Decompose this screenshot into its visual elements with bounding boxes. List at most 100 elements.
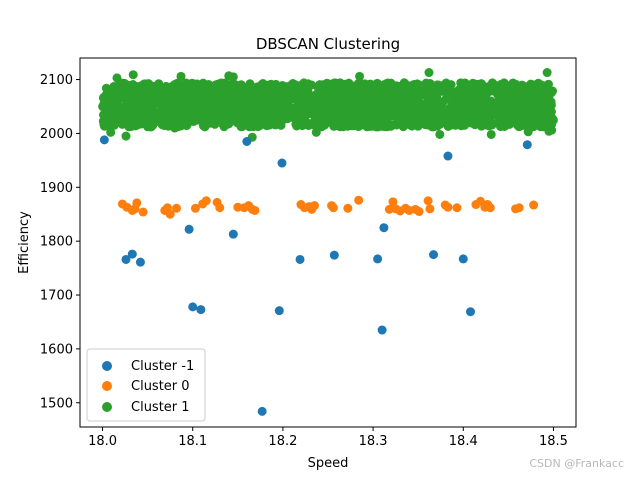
data-point-cluster-0 bbox=[250, 205, 260, 215]
data-point-cluster-1 bbox=[327, 92, 337, 102]
data-point-cluster-1 bbox=[460, 106, 470, 116]
data-point-cluster-0 bbox=[201, 196, 211, 206]
data-point-cluster-1 bbox=[148, 85, 158, 95]
data-point-cluster-0 bbox=[309, 201, 319, 211]
data-point-cluster-1 bbox=[512, 87, 522, 97]
data-point-cluster-1 bbox=[101, 83, 111, 93]
data-point-cluster-1 bbox=[159, 86, 169, 96]
data-point-cluster-1 bbox=[147, 100, 157, 110]
data-point-cluster-1 bbox=[383, 80, 393, 90]
x-tick-label: 18.1 bbox=[178, 434, 207, 449]
data-point-cluster-minus-1 bbox=[373, 254, 383, 264]
data-point-cluster-1 bbox=[382, 87, 392, 97]
data-point-cluster-1 bbox=[217, 95, 227, 105]
data-point-cluster-minus-1 bbox=[121, 254, 131, 264]
data-point-cluster-1 bbox=[143, 122, 153, 132]
data-point-cluster-1 bbox=[210, 98, 220, 108]
plot-frame bbox=[79, 57, 577, 428]
data-point-cluster-1 bbox=[392, 81, 402, 91]
data-point-cluster-1 bbox=[324, 103, 334, 113]
data-point-cluster-1 bbox=[420, 90, 430, 100]
legend-marker-cluster-0 bbox=[102, 381, 112, 391]
data-point-cluster-1 bbox=[315, 80, 325, 90]
data-point-cluster-0 bbox=[132, 198, 142, 208]
data-point-cluster-1 bbox=[281, 113, 291, 123]
data-point-cluster-minus-1 bbox=[228, 229, 238, 239]
data-point-cluster-1 bbox=[122, 88, 132, 98]
data-point-cluster-0 bbox=[443, 202, 453, 212]
data-point-cluster-minus-1 bbox=[135, 257, 145, 267]
data-point-cluster-0 bbox=[171, 203, 181, 213]
data-point-cluster-1 bbox=[267, 86, 277, 96]
data-point-cluster-1 bbox=[413, 109, 423, 119]
data-point-cluster-1 bbox=[443, 93, 453, 103]
data-point-cluster-minus-1 bbox=[522, 140, 532, 150]
data-point-cluster-minus-1 bbox=[196, 305, 206, 315]
data-point-cluster-1 bbox=[267, 111, 277, 121]
data-point-cluster-1 bbox=[144, 112, 154, 122]
data-point-cluster-1 bbox=[488, 80, 498, 90]
data-point-cluster-1 bbox=[242, 86, 252, 96]
data-point-cluster-1 bbox=[538, 81, 548, 91]
data-point-cluster-0 bbox=[423, 196, 433, 206]
data-point-cluster-1 bbox=[435, 129, 445, 139]
data-point-cluster-1 bbox=[175, 107, 185, 117]
data-point-cluster-1 bbox=[176, 71, 186, 81]
data-point-cluster-1 bbox=[419, 118, 429, 128]
data-point-cluster-0 bbox=[452, 203, 462, 213]
data-point-cluster-1 bbox=[461, 98, 471, 108]
data-point-cluster-1 bbox=[541, 98, 551, 108]
data-point-cluster-minus-1 bbox=[274, 306, 284, 316]
data-point-cluster-1 bbox=[545, 113, 555, 123]
data-point-cluster-1 bbox=[400, 105, 410, 115]
y-tick-label: 1900 bbox=[40, 181, 73, 196]
data-point-cluster-1 bbox=[228, 72, 238, 82]
data-point-cluster-1 bbox=[224, 108, 234, 118]
data-point-cluster-1 bbox=[335, 86, 345, 96]
y-tick-label: 1800 bbox=[40, 235, 73, 250]
data-point-cluster-1 bbox=[125, 98, 135, 108]
data-point-cluster-1 bbox=[128, 70, 138, 80]
data-point-cluster-1 bbox=[162, 108, 172, 118]
y-tick-label: 1700 bbox=[40, 289, 73, 304]
data-point-cluster-1 bbox=[468, 105, 478, 115]
data-point-cluster-1 bbox=[139, 79, 149, 89]
ticks-layer: 18.0 18.1 18.2 18.3 18.4 18.5 1500 1600 1700 1800… bbox=[40, 73, 568, 449]
data-point-cluster-1 bbox=[355, 71, 365, 81]
watermark: CSDN @Frankacc bbox=[529, 457, 624, 470]
data-point-cluster-1 bbox=[506, 103, 516, 113]
data-point-cluster-1 bbox=[383, 112, 393, 122]
data-point-cluster-1 bbox=[422, 107, 431, 117]
data-point-cluster-1 bbox=[547, 125, 557, 135]
data-point-cluster-1 bbox=[170, 123, 180, 133]
legend: Cluster -1 Cluster 0 Cluster 1 bbox=[86, 348, 206, 422]
data-point-cluster-1 bbox=[313, 109, 323, 119]
data-point-cluster-0 bbox=[343, 203, 353, 213]
data-point-cluster-1 bbox=[338, 113, 348, 123]
data-point-cluster-1 bbox=[493, 96, 503, 106]
data-point-cluster-1 bbox=[421, 79, 431, 89]
data-point-cluster-1 bbox=[487, 108, 497, 118]
data-point-cluster-1 bbox=[365, 119, 375, 129]
data-point-cluster-1 bbox=[534, 108, 544, 118]
x-tick-label: 18.2 bbox=[268, 434, 297, 449]
x-tick-label: 18.3 bbox=[359, 434, 388, 449]
data-point-cluster-1 bbox=[388, 120, 398, 130]
x-tick-label: 18.4 bbox=[449, 434, 478, 449]
data-point-cluster-1 bbox=[495, 82, 505, 92]
data-point-cluster-1 bbox=[519, 110, 529, 120]
data-point-cluster-0 bbox=[328, 203, 338, 213]
data-point-cluster-1 bbox=[253, 91, 263, 101]
data-point-cluster-1 bbox=[302, 103, 312, 113]
data-point-cluster-1 bbox=[457, 80, 467, 90]
y-tick-label: 2000 bbox=[40, 127, 73, 142]
data-point-cluster-1 bbox=[233, 110, 243, 120]
data-point-cluster-1 bbox=[528, 93, 538, 103]
data-point-cluster-0 bbox=[354, 195, 364, 205]
data-point-cluster-1 bbox=[523, 127, 533, 137]
data-point-cluster-1 bbox=[259, 116, 269, 126]
legend-label-cluster-minus-1: Cluster -1 bbox=[131, 359, 194, 374]
data-point-cluster-0 bbox=[190, 203, 200, 213]
data-point-cluster-1 bbox=[432, 80, 442, 90]
